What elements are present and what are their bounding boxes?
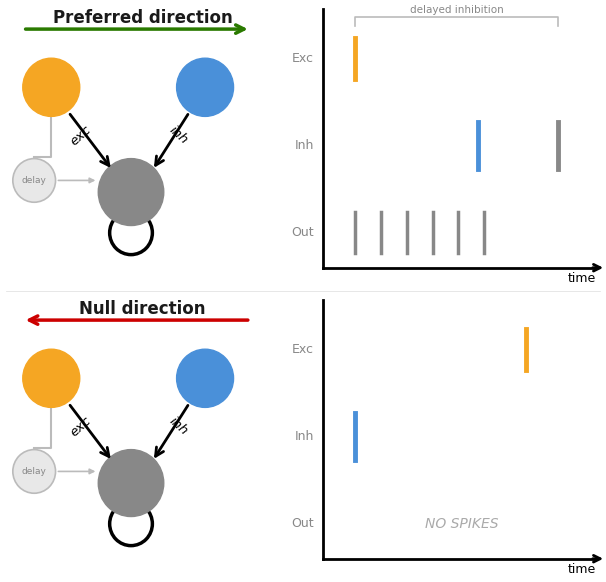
Circle shape (23, 58, 80, 116)
Text: inh: inh (166, 123, 190, 147)
Text: exc: exc (68, 414, 94, 439)
Circle shape (98, 159, 164, 225)
Text: delay: delay (22, 176, 47, 185)
Text: Exc: Exc (291, 52, 314, 65)
Circle shape (176, 349, 233, 407)
Text: Inh: Inh (295, 139, 314, 152)
Circle shape (110, 211, 152, 255)
Text: Out: Out (291, 517, 314, 530)
Text: Preferred direction: Preferred direction (53, 9, 232, 27)
Text: Null direction: Null direction (79, 300, 205, 318)
Circle shape (110, 502, 152, 546)
Circle shape (13, 449, 56, 494)
Circle shape (23, 349, 80, 407)
Text: inh: inh (166, 414, 190, 438)
Circle shape (176, 58, 233, 116)
Text: delayed inhibition: delayed inhibition (410, 5, 504, 15)
Text: Inh: Inh (295, 430, 314, 443)
Text: exc: exc (68, 123, 94, 148)
Text: Exc: Exc (291, 343, 314, 356)
Circle shape (13, 159, 56, 203)
Text: Out: Out (291, 226, 314, 239)
Text: NO SPIKES: NO SPIKES (425, 517, 498, 531)
Circle shape (98, 449, 164, 517)
Text: time: time (568, 272, 596, 285)
Text: time: time (568, 563, 596, 576)
Text: delay: delay (22, 467, 47, 476)
